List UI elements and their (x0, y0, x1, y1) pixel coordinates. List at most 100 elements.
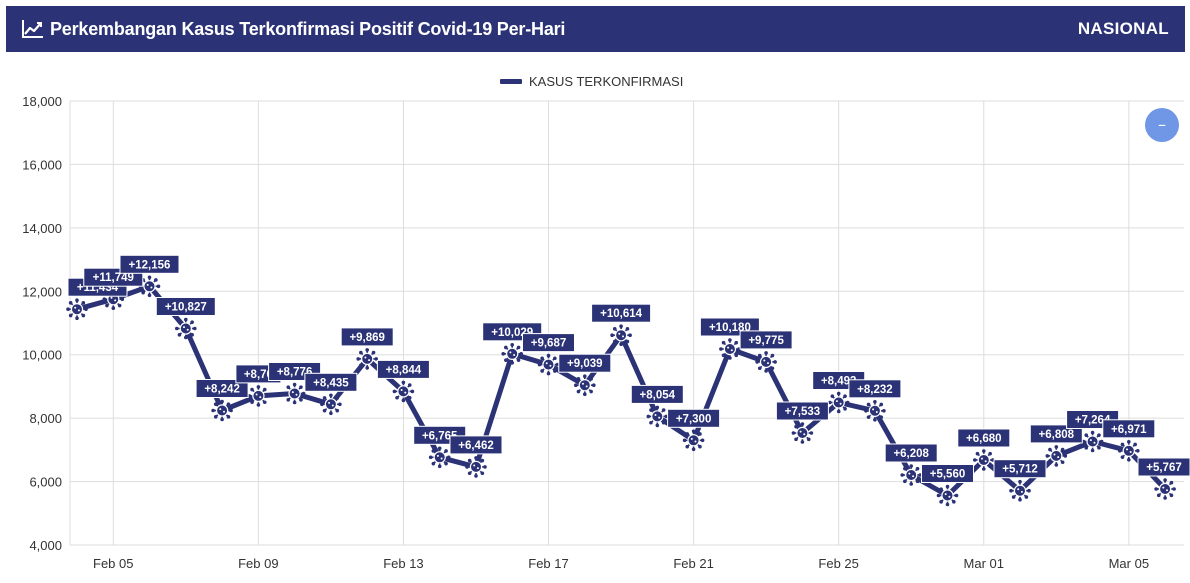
virus-icon (755, 351, 777, 373)
x-tick-label: Feb 17 (528, 556, 568, 571)
y-tick-label: 18,000 (22, 94, 62, 109)
data-label-text: +8,232 (857, 384, 893, 396)
data-label-text: +9,687 (531, 338, 567, 350)
data-label-text: +8,70 (244, 369, 273, 381)
virus-icon (646, 405, 669, 428)
data-label: +9,687 (522, 333, 575, 353)
data-label: +5,712 (993, 459, 1047, 479)
data-label-box (739, 330, 793, 350)
virus-icon (537, 353, 560, 376)
data-label-text: +8,493 (821, 376, 857, 388)
data-labels: +11,434+11,749+12,156+10,827+8,242+8,70 +… (67, 254, 1190, 483)
data-label: +6,208 (884, 443, 938, 463)
data-label-text: +6,462 (458, 440, 494, 452)
data-label: +9,775 (739, 330, 793, 350)
data-label-box (558, 353, 612, 373)
y-tick-label: 10,000 (22, 348, 62, 363)
virus-icon (1154, 478, 1176, 500)
chart-header: Perkembangan Kasus Terkonfirmasi Positif… (6, 6, 1185, 52)
data-label-box (775, 401, 829, 421)
data-label-box (957, 428, 1011, 448)
virus-icon (465, 456, 487, 478)
virus-icon (791, 422, 814, 444)
virus-icon (973, 449, 995, 471)
virus-icon (682, 429, 705, 452)
data-label-box (848, 379, 902, 399)
data-label-text: +8,844 (386, 364, 422, 376)
virus-icon (428, 446, 451, 469)
virus-icon (900, 464, 922, 486)
data-label: +6,971 (1102, 419, 1156, 439)
data-label-box (155, 297, 216, 316)
data-label-text: +12,156 (129, 259, 171, 271)
data-label-box (667, 408, 721, 428)
legend-swatch[interactable] (500, 79, 522, 84)
data-label: +5,767 (1137, 457, 1190, 477)
data-label-text: +6,208 (893, 448, 929, 460)
data-label: +8,232 (848, 379, 902, 399)
data-label-box (1137, 457, 1190, 477)
grid-lines (69, 100, 1184, 546)
legend-label[interactable]: KASUS TERKONFIRMASI (529, 74, 683, 89)
virus-icon (1081, 430, 1104, 453)
data-label-box (1029, 424, 1083, 444)
data-label-text: +8,776 (277, 367, 313, 379)
data-label-box (522, 333, 575, 353)
virus-icon (864, 400, 886, 422)
virus-icon (211, 399, 233, 422)
data-label-text: +6,765 (422, 430, 458, 442)
data-label-box (340, 327, 394, 347)
data-label-box (304, 372, 358, 392)
x-tick-label: Mar 05 (1109, 556, 1149, 571)
virus-icon (320, 393, 342, 416)
zoom-out-button[interactable]: – (1145, 108, 1179, 142)
y-tick-label: 16,000 (22, 157, 62, 172)
data-label: +10,827 (155, 297, 216, 316)
data-label: +6,808 (1029, 424, 1083, 444)
x-tick-label: Feb 21 (673, 556, 713, 571)
y-tick-label: 12,000 (22, 284, 62, 299)
x-tick-label: Feb 09 (238, 556, 278, 571)
data-label-text: +8,242 (204, 384, 240, 396)
data-label-text: +6,971 (1111, 424, 1147, 436)
virus-icon (936, 484, 959, 507)
scope-label: NASIONAL (1077, 19, 1169, 38)
data-label: +8,435 (304, 372, 358, 392)
data-label: +7,533 (775, 401, 829, 421)
data-label-text: +10,827 (165, 302, 207, 314)
data-label: +8,844 (376, 359, 430, 379)
data-label-text: +8,054 (640, 389, 676, 401)
data-label-box (591, 303, 652, 323)
y-tick-label: 14,000 (22, 221, 62, 236)
axis-labels: 4,000 6,000 8,000 10,000 12,000 14,000 16,000 1… (22, 94, 1149, 571)
data-label-text: +7,264 (1075, 415, 1111, 427)
data-label-text: +11,749 (93, 272, 134, 284)
virus-icon (1118, 440, 1140, 462)
data-label-box (195, 379, 249, 398)
y-tick-label: 6,000 (29, 475, 62, 490)
virus-icon (247, 385, 270, 407)
daily-cases-chart: KASUS TERKONFIRMASI +11,434+11,749+12,15… (22, 74, 1190, 571)
data-label-text: +7,300 (676, 413, 712, 425)
data-label-box (630, 384, 684, 404)
data-label: +8,776 (268, 362, 322, 381)
data-label-text: +9,869 (349, 332, 385, 344)
x-tick-label: Feb 13 (383, 556, 423, 571)
data-label: +6,680 (957, 428, 1011, 448)
chart-legend[interactable]: KASUS TERKONFIRMASI (500, 74, 683, 89)
data-label: +10,614 (591, 303, 652, 323)
x-tick-label: Mar 01 (964, 556, 1004, 571)
virus-icon (392, 380, 415, 403)
y-tick-label: 8,000 (29, 411, 62, 426)
data-label: +6,462 (449, 435, 503, 455)
virus-icon (175, 317, 197, 340)
data-label: +12,156 (119, 254, 180, 274)
data-label-box (449, 435, 503, 455)
data-label-text: +9,039 (567, 358, 603, 370)
data-label-box (993, 459, 1047, 479)
series-markers (66, 275, 1176, 507)
virus-icon (1045, 445, 1068, 467)
virus-icon (827, 391, 850, 414)
line-chart-icon (22, 20, 43, 38)
data-label: +8,054 (630, 384, 684, 404)
